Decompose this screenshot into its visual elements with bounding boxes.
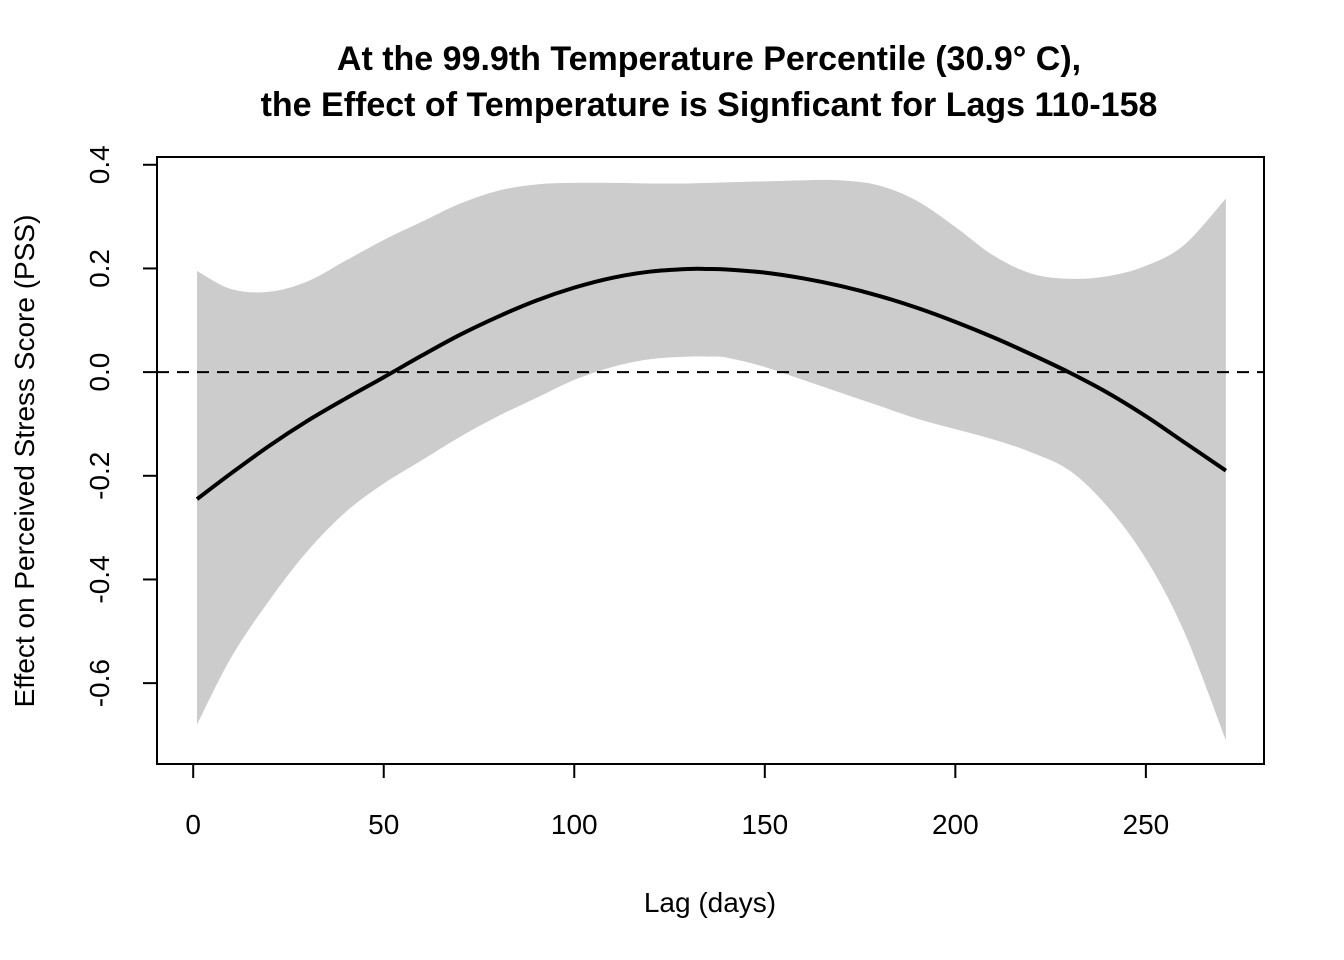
y-tick-label: 0.2 xyxy=(84,249,115,288)
x-tick-label: 250 xyxy=(1123,809,1170,840)
x-tick-label: 200 xyxy=(932,809,979,840)
x-tick-label: 150 xyxy=(741,809,788,840)
x-tick-label: 100 xyxy=(551,809,598,840)
x-axis: 0 50 100 150 200 250 xyxy=(185,763,1170,840)
chart-title-line1: At the 99.9th Temperature Percentile (30… xyxy=(337,40,1081,78)
chart-title-line2: the Effect of Temperature is Signficant … xyxy=(261,86,1158,124)
x-tick-label: 0 xyxy=(185,809,201,840)
plot-area xyxy=(157,179,1264,741)
y-axis-label: Effect on Perceived Stress Score (PSS) xyxy=(9,215,40,708)
y-tick-label: -0.2 xyxy=(84,452,115,500)
estimate-line xyxy=(195,266,1228,501)
confidence-band xyxy=(197,179,1226,741)
y-tick-label: -0.6 xyxy=(84,659,115,707)
y-tick-label: -0.4 xyxy=(84,555,115,603)
x-tick-label: 50 xyxy=(368,809,399,840)
y-tick-label: 0.0 xyxy=(84,353,115,392)
y-tick-label: 0.4 xyxy=(84,145,115,184)
x-axis-label: Lag (days) xyxy=(644,887,776,918)
y-axis: -0.6 -0.4 -0.2 0.0 0.2 0.4 xyxy=(84,145,158,707)
